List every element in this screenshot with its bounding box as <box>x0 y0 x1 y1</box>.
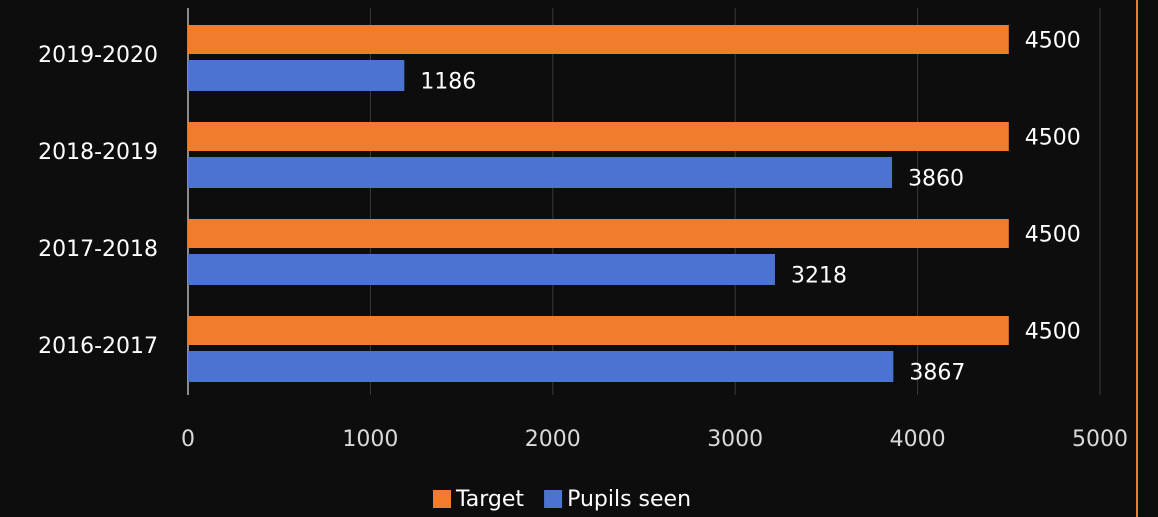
legend-swatch <box>544 490 563 508</box>
x-tick-label: 4000 <box>890 427 946 452</box>
x-tick-label: 3000 <box>707 427 763 452</box>
bar <box>188 25 1009 54</box>
x-tick-label: 2000 <box>525 427 581 452</box>
data-label: 4500 <box>1025 320 1081 345</box>
legend-swatch <box>433 490 451 508</box>
legend-label: Pupils seen <box>567 487 691 512</box>
x-tick-label: 1000 <box>342 427 398 452</box>
data-label: 4500 <box>1025 29 1081 54</box>
x-tick-label: 0 <box>181 427 195 452</box>
bar <box>188 316 1009 345</box>
bar <box>188 157 893 188</box>
data-label: 1186 <box>420 70 476 95</box>
bar <box>188 122 1009 151</box>
legend-label: Target <box>455 487 524 512</box>
data-label: 3218 <box>791 264 847 289</box>
y-tick-label: 2017-2018 <box>38 237 158 262</box>
bar <box>188 351 894 382</box>
data-label: 4500 <box>1025 223 1081 248</box>
x-tick-label: 5000 <box>1072 427 1128 452</box>
bar <box>188 60 405 91</box>
bar <box>188 254 775 285</box>
bar <box>188 219 1009 248</box>
data-label: 4500 <box>1025 126 1081 151</box>
data-label: 3867 <box>909 361 965 386</box>
y-tick-label: 2016-2017 <box>38 334 158 359</box>
y-tick-label: 2019-2020 <box>38 43 158 68</box>
y-tick-label: 2018-2019 <box>38 140 158 165</box>
data-label: 3860 <box>908 167 964 192</box>
